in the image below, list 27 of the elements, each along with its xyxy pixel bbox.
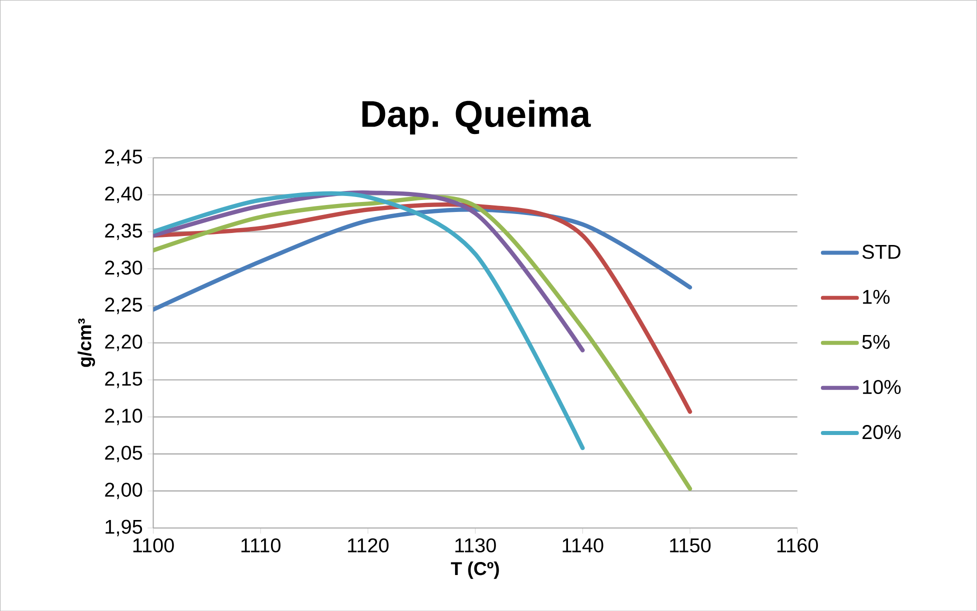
x-tick-label: 1130 bbox=[455, 538, 496, 552]
x-tick-label: 1160 bbox=[777, 538, 818, 552]
y-axis-title: g/cm³ bbox=[78, 318, 96, 367]
x-tick-label: 1140 bbox=[562, 538, 604, 552]
legend-label: 5% bbox=[862, 334, 890, 349]
x-tick-label: 1110 bbox=[241, 538, 280, 552]
legend-label: 1% bbox=[863, 290, 890, 304]
legend-label: STD bbox=[862, 244, 900, 259]
x-tick-label: 1150 bbox=[670, 538, 711, 552]
y-tick-label: 1,95 bbox=[106, 520, 142, 536]
y-tick-label: 2,20 bbox=[105, 334, 142, 351]
y-tick-label: 2,40 bbox=[105, 186, 142, 203]
line-series bbox=[153, 190, 585, 352]
x-tick-label: 1120 bbox=[348, 538, 389, 552]
y-tick-label: 2,30 bbox=[105, 260, 142, 277]
y-tick-label: 2,25 bbox=[105, 297, 142, 314]
y-tick-label: 2,10 bbox=[105, 408, 142, 425]
y-tick-label: 2,15 bbox=[105, 371, 142, 388]
chart-title: Dap. Queima bbox=[362, 100, 591, 134]
y-tick-label: 2,45 bbox=[105, 149, 142, 166]
y-tick-label: 2,05 bbox=[105, 446, 142, 462]
x-axis-title: T (Cº) bbox=[450, 561, 499, 579]
legend-label: 20% bbox=[862, 424, 901, 439]
y-tick-label: 2,35 bbox=[105, 223, 142, 240]
x-tick-label: 1100 bbox=[133, 538, 174, 552]
y-tick-label: 2,00 bbox=[105, 482, 142, 499]
legend-label: 10% bbox=[863, 380, 901, 394]
